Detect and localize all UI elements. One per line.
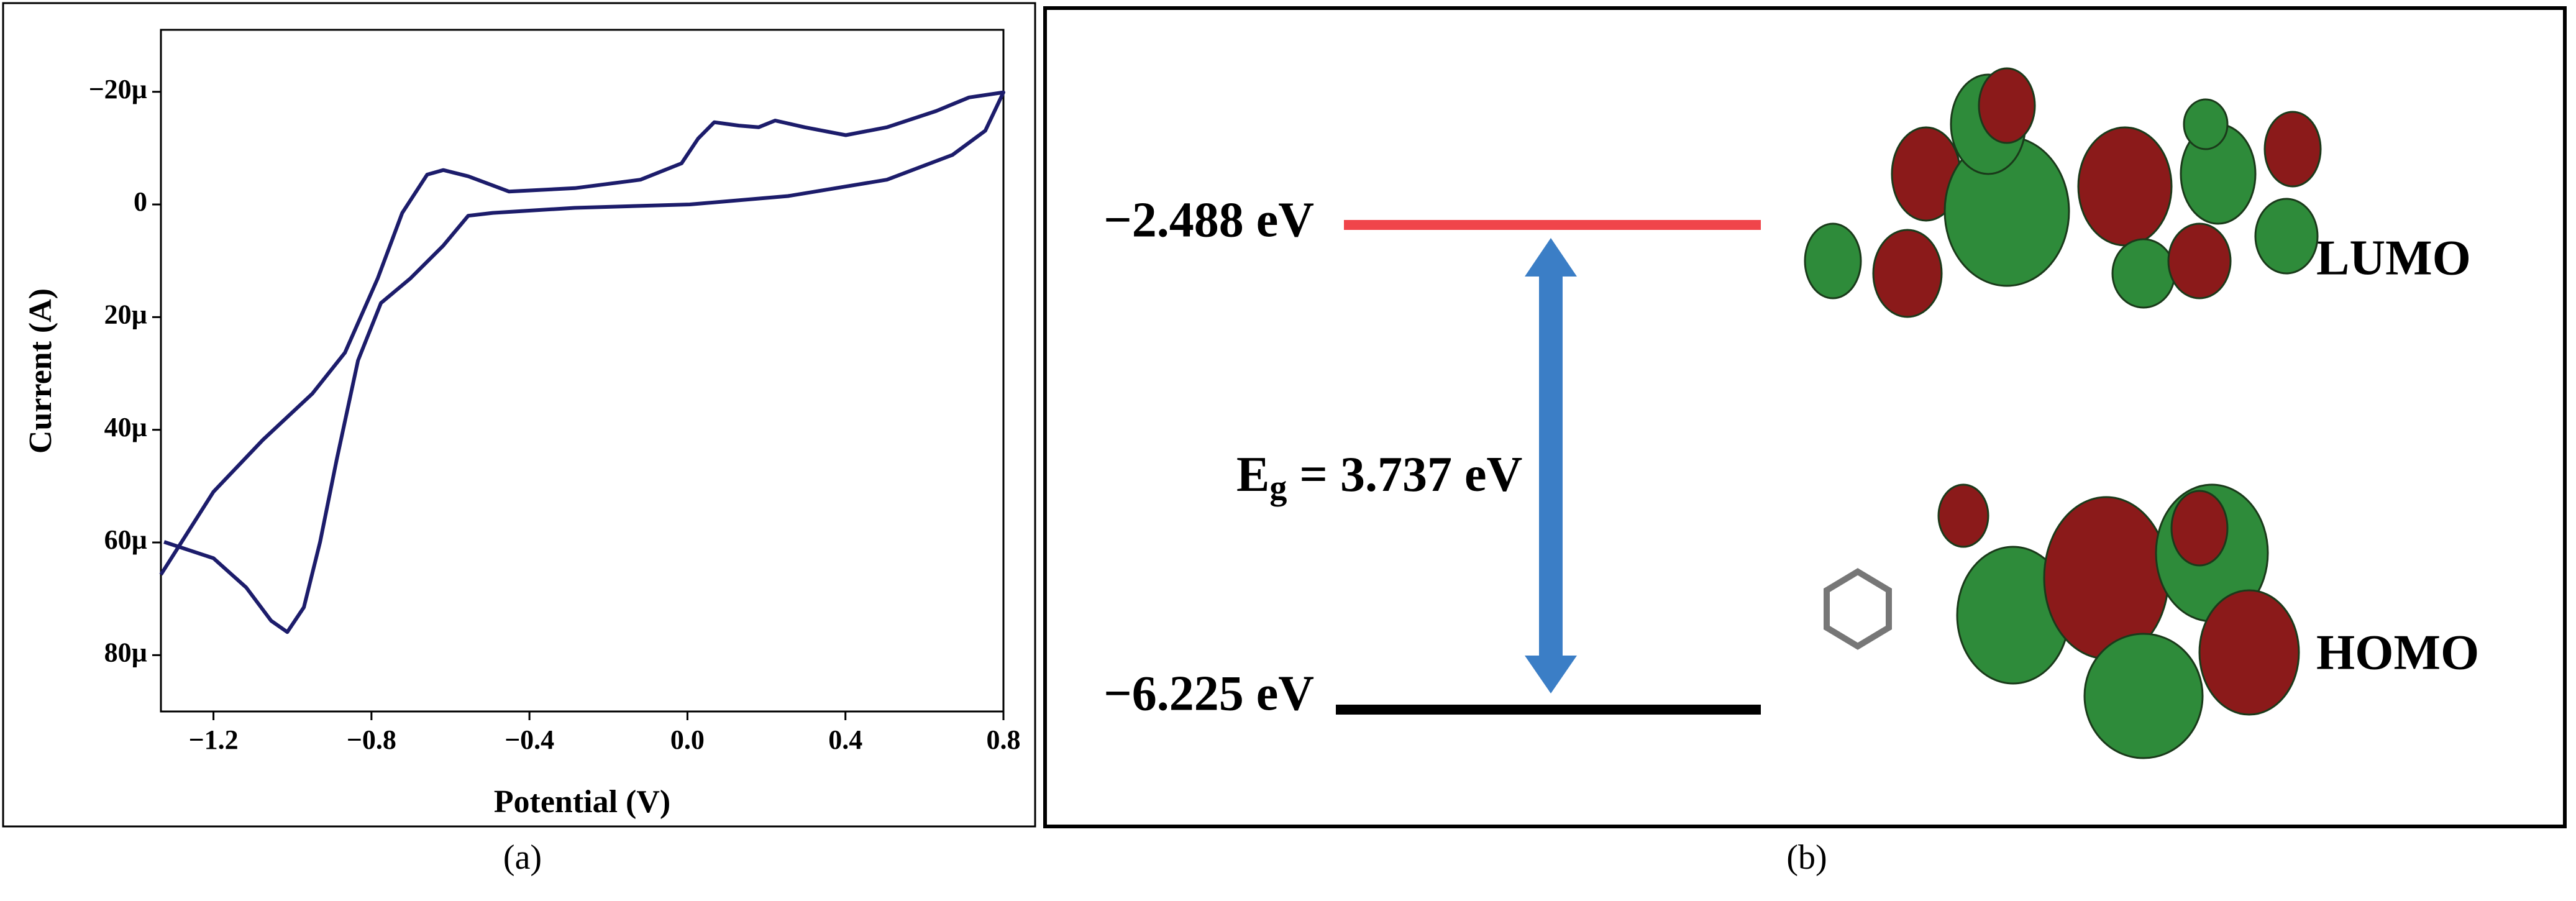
gap-symbol: E	[1236, 447, 1269, 502]
y-tick-label: 0	[134, 186, 147, 217]
gap-label: Eg = 3.737 eV	[1236, 447, 1522, 507]
gap-text: = 3.737 eV	[1287, 447, 1522, 502]
x-tick-label: −0.8	[347, 725, 396, 755]
panel-a-frame	[2, 2, 1036, 828]
y-tick-label: 80µ	[104, 637, 147, 667]
lumo-energy: −2.488 eV	[1103, 193, 1314, 247]
y-tick-label: 20µ	[104, 299, 147, 329]
y-tick-label: 40µ	[104, 412, 147, 442]
panel-b-frame	[1043, 6, 2567, 828]
caption-b: (b)	[1786, 838, 1827, 877]
x-tick-label: 0.8	[987, 725, 1021, 755]
gap-arrow	[1525, 238, 1577, 693]
x-tick-label: 0.4	[828, 725, 862, 755]
cv-curve	[159, 90, 1005, 634]
lumo-orbital	[1804, 67, 2322, 318]
homo-orbital	[1824, 483, 2300, 759]
y-axis-title: Current (A)	[23, 288, 58, 454]
homo-label: HOMO	[2316, 625, 2479, 680]
gap-subscript: g	[1269, 469, 1287, 507]
homo-energy: −6.225 eV	[1103, 666, 1314, 721]
lumo-label: LUMO	[2316, 231, 2471, 285]
x-tick-label: −1.2	[189, 725, 239, 755]
plot-frame	[160, 29, 1005, 713]
caption-a: (a)	[503, 838, 542, 877]
x-axis-title: Potential (V)	[494, 784, 670, 820]
x-tick-label: 0.0	[670, 725, 705, 755]
x-tick-label: −0.4	[505, 725, 554, 755]
y-tick-label: 60µ	[104, 524, 147, 555]
y-tick-label: −20µ	[89, 74, 147, 104]
